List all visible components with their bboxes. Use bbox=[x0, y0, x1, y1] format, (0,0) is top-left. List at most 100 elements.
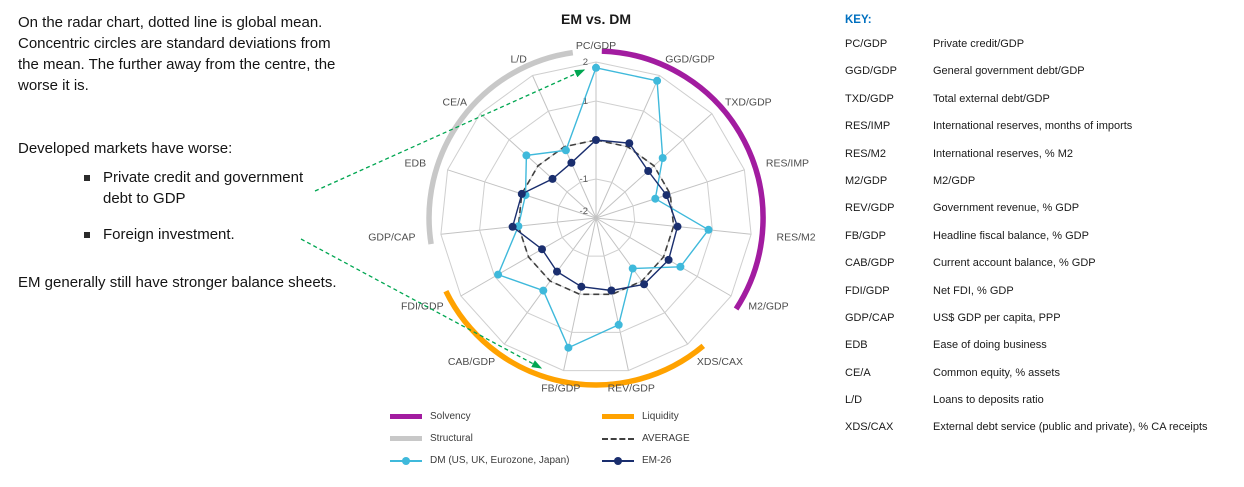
axis-label-rev-gdp: REV/GDP bbox=[608, 383, 655, 395]
key-row: REV/GDP Government revenue, % GDP bbox=[845, 202, 1241, 229]
axis-label-txd-gdp: TXD/GDP bbox=[725, 96, 772, 108]
chart-legend: Solvency Liquidity Structural AVERAGE DM (US… bbox=[356, 411, 836, 466]
data-point bbox=[539, 286, 548, 295]
series-line bbox=[497, 66, 710, 349]
radar-chart-block: 2 1 -1 -2 PC/GDP GGD/GDP TXD/GDP RES/IMP RES/M2 M… bbox=[356, 6, 836, 477]
legend-label: AVERAGE bbox=[642, 433, 690, 444]
key-table: PC/GDP Private credit/GDP GGD/GDP General g… bbox=[845, 38, 1241, 449]
data-point bbox=[628, 264, 637, 273]
legend-swatch-icon bbox=[602, 456, 634, 465]
key-row: EDB Ease of doing business bbox=[845, 339, 1241, 366]
data-point bbox=[614, 320, 623, 329]
legend-item-structural: Structural bbox=[390, 433, 602, 444]
key-row: M2/GDP M2/GDP bbox=[845, 175, 1241, 202]
key-code: GDP/CAP bbox=[845, 311, 895, 324]
key-code: L/D bbox=[845, 394, 863, 407]
key-code: GGD/GDP bbox=[845, 65, 897, 78]
data-point bbox=[561, 146, 570, 155]
key-row: PC/GDP Private credit/GDP bbox=[845, 38, 1241, 65]
key-desc: Ease of doing business bbox=[933, 339, 1047, 352]
key-panel: KEY: PC/GDP Private credit/GDP GGD/GDP Gene… bbox=[845, 14, 1241, 449]
legend-label: EM-26 bbox=[642, 455, 672, 466]
data-point bbox=[625, 139, 634, 148]
key-code: PC/GDP bbox=[845, 38, 888, 50]
data-point bbox=[592, 63, 600, 72]
grid-ring bbox=[556, 178, 636, 257]
key-desc: M2/GDP bbox=[933, 174, 976, 187]
data-point bbox=[553, 267, 561, 276]
radial-tick-label: 2 bbox=[583, 57, 588, 68]
axis-label-cab-gdp: CAB/GDP bbox=[448, 356, 495, 368]
data-point bbox=[577, 282, 586, 291]
key-desc: Net FDI, % GDP bbox=[933, 284, 1014, 297]
key-code: XDS/CAX bbox=[845, 421, 894, 434]
data-point bbox=[644, 167, 653, 175]
key-desc: External debt service (public and privat… bbox=[933, 421, 1208, 434]
key-row: FDI/GDP Net FDI, % GDP bbox=[845, 285, 1241, 312]
axis-label-pc-gdp: PC/GDP bbox=[576, 40, 616, 52]
key-desc: International reserves, % M2 bbox=[933, 147, 1074, 160]
key-row: XDS/CAX External debt service (public and… bbox=[845, 421, 1241, 448]
data-point bbox=[658, 154, 667, 162]
axis-label-ggd-gdp: GGD/GDP bbox=[665, 54, 715, 66]
list-item: Private credit and government debt to GD… bbox=[84, 167, 316, 209]
key-code: EDB bbox=[845, 339, 868, 352]
data-point bbox=[514, 222, 523, 231]
legend-swatch-icon bbox=[602, 437, 634, 440]
key-code: CE/A bbox=[845, 366, 871, 379]
legend-swatch-icon bbox=[390, 436, 422, 441]
bullet-text: Private credit and government debt to GD… bbox=[103, 169, 304, 207]
key-desc: Government revenue, % GDP bbox=[933, 202, 1080, 215]
legend-label: DM (US, UK, Eurozone, Japan) bbox=[430, 455, 570, 466]
axis-label-res-imp: RES/IMP bbox=[766, 157, 809, 169]
key-desc: Current account balance, % GDP bbox=[933, 257, 1096, 270]
note-radar-explanation: On the radar chart, dotted line is globa… bbox=[18, 14, 336, 94]
legend-item-em-26: EM-26 bbox=[602, 455, 814, 466]
axis-label-fdi-gdp: FDI/GDP bbox=[401, 301, 444, 313]
key-code: M2/GDP bbox=[845, 174, 888, 187]
legend-label: Liquidity bbox=[642, 411, 679, 422]
data-point bbox=[564, 343, 573, 352]
key-desc: Headline fiscal balance, % GDP bbox=[933, 229, 1089, 242]
legend-swatch-icon bbox=[390, 414, 422, 419]
key-row: FB/GDP Headline fiscal balance, % GDP bbox=[845, 230, 1241, 257]
key-desc: General government debt/GDP bbox=[933, 65, 1085, 78]
key-desc: US$ GDP per capita, PPP bbox=[933, 311, 1061, 324]
key-code: CAB/GDP bbox=[845, 257, 895, 270]
legend-row: DM (US, UK, Eurozone, Japan) EM-26 bbox=[390, 455, 836, 466]
arc-solvency bbox=[601, 48, 766, 311]
radar-grid: 2 1 -1 -2 bbox=[440, 57, 752, 372]
key-row: RES/M2 International reserves, % M2 bbox=[845, 148, 1241, 175]
data-point bbox=[664, 255, 673, 264]
legend-item-liquidity: Liquidity bbox=[602, 411, 814, 422]
axis-labels: PC/GDP GGD/GDP TXD/GDP RES/IMP RES/M2 M2/GDP X… bbox=[368, 40, 816, 395]
axis-label-gdp-cap: GDP/CAP bbox=[368, 232, 415, 244]
data-point bbox=[538, 245, 546, 254]
key-code: RES/M2 bbox=[845, 147, 886, 160]
data-point bbox=[607, 286, 616, 295]
data-point bbox=[548, 174, 557, 183]
axis-label-l-d: L/D bbox=[510, 54, 527, 66]
key-code: FDI/GDP bbox=[845, 284, 890, 297]
radar-chart: 2 1 -1 -2 PC/GDP GGD/GDP TXD/GDP RES/IMP RES/M2 M… bbox=[368, 11, 816, 395]
legend-row: Solvency Liquidity bbox=[390, 411, 836, 422]
bullet-square-icon bbox=[84, 232, 90, 238]
note-em-stronger: EM generally still have stronger balance… bbox=[18, 274, 337, 291]
key-desc: International reserves, months of import… bbox=[933, 120, 1133, 133]
note-dm-worse-heading: Developed markets have worse: bbox=[18, 140, 233, 157]
axis-label-ce-a: CE/A bbox=[442, 96, 467, 108]
key-row: GDP/CAP US$ GDP per capita, PPP bbox=[845, 312, 1241, 339]
axis-label-edb: EDB bbox=[405, 157, 427, 169]
axis-label-fb-gdp: FB/GDP bbox=[541, 383, 580, 395]
bullet-square-icon bbox=[84, 175, 90, 181]
key-desc: Private credit/GDP bbox=[933, 38, 1025, 50]
legend-label: Structural bbox=[430, 433, 473, 444]
key-row: RES/IMP International reserves, months of… bbox=[845, 120, 1241, 147]
key-row: GGD/GDP General government debt/GDP bbox=[845, 65, 1241, 92]
data-point bbox=[522, 151, 531, 160]
data-point bbox=[653, 76, 662, 85]
data-point bbox=[640, 280, 649, 289]
arc-structural bbox=[426, 49, 574, 245]
key-row: CE/A Common equity, % assets bbox=[845, 367, 1241, 394]
